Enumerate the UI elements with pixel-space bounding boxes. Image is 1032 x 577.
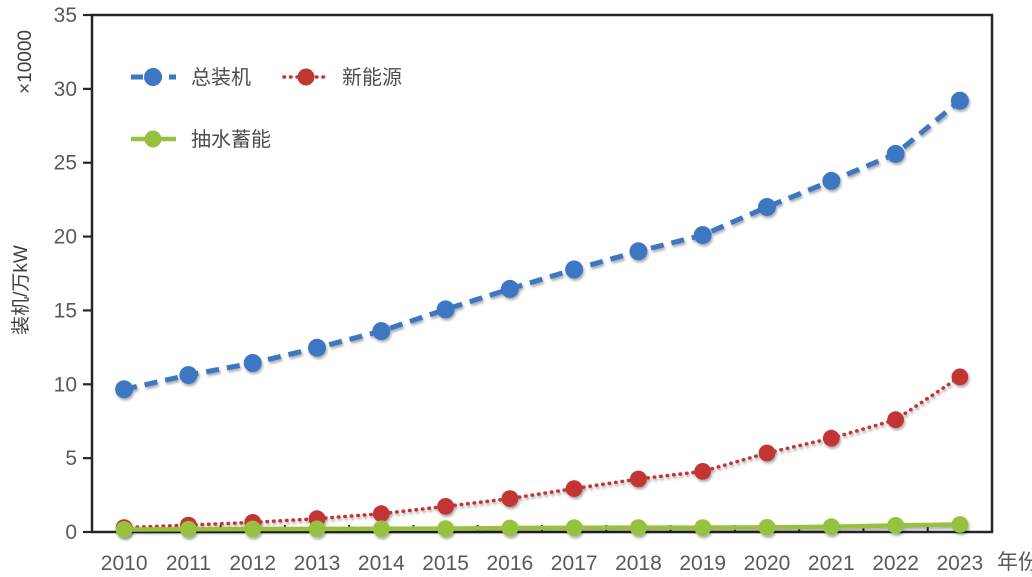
data-point: [437, 498, 454, 515]
data-point: [886, 144, 905, 163]
y-axis-multiplier: ×10000: [15, 30, 36, 94]
data-point: [758, 444, 776, 462]
x-tick-label: 2014: [358, 552, 405, 575]
data-point: [243, 354, 262, 372]
data-point: [565, 519, 583, 537]
data-point: [372, 505, 390, 523]
legend-label-pumped-storage: 抽水蓄能: [191, 128, 271, 151]
data-point: [950, 91, 969, 110]
legend-item-pumped-storage: 抽水蓄能: [131, 128, 271, 151]
data-point: [437, 520, 454, 537]
data-point: [179, 366, 198, 385]
data-point: [822, 518, 840, 536]
data-point: [115, 521, 133, 538]
data-point: [758, 519, 776, 536]
data-point: [308, 338, 326, 357]
y-tick-label: 35: [54, 4, 77, 27]
y-tick-label: 25: [54, 152, 77, 175]
legend-item-total: 总装机: [131, 66, 251, 89]
x-tick-label: 2019: [679, 552, 726, 575]
data-point: [372, 520, 390, 538]
x-axis-title: 年份: [997, 551, 1032, 574]
y-tick-label: 30: [54, 78, 77, 101]
legend-marker-new-energy: [297, 68, 315, 86]
y-tick-label: 5: [65, 447, 77, 470]
x-tick-label: 2018: [615, 552, 662, 575]
data-point: [501, 519, 519, 537]
x-tick-label: 2016: [486, 552, 533, 575]
series-0: [115, 91, 969, 399]
y-axis-title: 装机/万kW: [10, 245, 32, 335]
x-tick-label: 2015: [422, 552, 469, 575]
data-point: [501, 490, 519, 507]
data-point: [694, 519, 712, 536]
x-tick-label: 2013: [294, 552, 341, 575]
data-point: [629, 242, 648, 261]
series-1: [115, 368, 969, 536]
x-tick-label: 2020: [744, 552, 791, 575]
y-tick-label: 10: [54, 373, 77, 396]
data-point: [244, 520, 262, 538]
y-tick-label: 0: [65, 521, 77, 544]
data-point: [308, 520, 326, 538]
y-tick-label: 15: [54, 299, 77, 322]
data-point: [630, 470, 647, 488]
plot-frame: [90, 13, 994, 534]
plot-area: 0 5 10 15 20 25 30 35 2010 2011 2012 2013 2014 2015 20…: [54, 4, 994, 575]
series-2: [115, 516, 969, 538]
x-tick-label: 2012: [229, 552, 276, 575]
data-point: [500, 279, 519, 298]
data-point: [372, 322, 391, 341]
data-point: [436, 300, 455, 319]
legend-label-total: 总装机: [191, 66, 251, 89]
data-point: [565, 480, 583, 497]
data-point: [565, 260, 584, 279]
x-tick-label: 2023: [936, 552, 983, 575]
y-tick-label: 20: [54, 226, 77, 249]
data-point: [693, 226, 712, 245]
legend-item-new-energy: 新能源: [282, 66, 402, 89]
x-tick-label: 2017: [551, 552, 598, 575]
data-point: [630, 519, 647, 536]
series-line-1: [122, 375, 962, 530]
data-point: [180, 520, 197, 538]
data-point: [694, 463, 712, 480]
data-point: [822, 171, 841, 190]
x-tick-label: 2011: [166, 552, 211, 575]
series-line-0: [123, 98, 962, 392]
legend-marker-total: [144, 68, 162, 86]
data-point: [822, 429, 840, 447]
data-point: [951, 368, 969, 386]
x-tick-label: 2022: [872, 552, 919, 575]
legend-marker-pumped-storage: [144, 130, 162, 148]
x-tick-label: 2010: [101, 552, 148, 575]
data-point: [887, 411, 904, 429]
data-point: [951, 516, 969, 533]
legend: 总装机 新能源 抽水蓄能: [131, 66, 402, 151]
data-point: [115, 380, 134, 399]
x-tick-label: 2021: [808, 552, 855, 575]
series-line-2: [121, 522, 963, 532]
data-point: [887, 517, 904, 534]
legend-label-new-energy: 新能源: [342, 66, 402, 89]
data-point: [758, 198, 776, 216]
